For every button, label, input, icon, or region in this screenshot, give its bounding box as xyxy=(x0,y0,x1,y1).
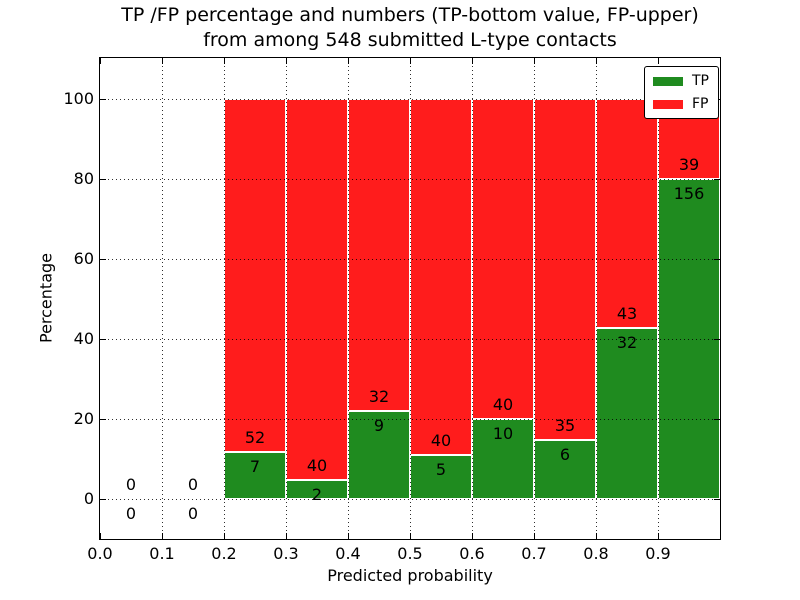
gridline-vertical xyxy=(224,58,225,539)
gridline-vertical xyxy=(286,58,287,539)
y-tick-label: 80 xyxy=(73,169,94,188)
x-tick xyxy=(224,533,225,539)
bar-fp-count-label: 0 xyxy=(125,475,137,494)
plot-area: 0 0 0 0 52 7 40 2 32 9 40 5 40 10 35 6 43 32 39 156 0.0 0.1 0.… xyxy=(63,58,720,563)
bar-tp-segment xyxy=(348,411,410,499)
bar-tp-segment xyxy=(410,454,472,499)
x-tick-label: 0.9 xyxy=(645,544,671,563)
bar-fp-count-label: 43 xyxy=(616,304,638,324)
y-tick-label: 100 xyxy=(63,89,94,108)
x-tick xyxy=(286,533,287,539)
bar-fp-segment xyxy=(348,99,410,412)
x-tick xyxy=(162,533,163,539)
bar-fp-count-label: 40 xyxy=(430,430,452,450)
x-tick xyxy=(596,58,597,64)
legend-label: FP xyxy=(692,96,709,112)
x-tick xyxy=(224,58,225,64)
legend-row: TP xyxy=(653,74,709,88)
x-axis-label: Predicted probability xyxy=(327,566,493,585)
bar-fp-count-label: 35 xyxy=(554,416,576,436)
gridline-vertical xyxy=(348,58,349,539)
bar-tp-count-label: 0 xyxy=(125,504,137,523)
legend-swatch-fp xyxy=(653,99,683,109)
x-tick xyxy=(658,533,659,539)
y-tick xyxy=(714,499,720,500)
bar-tp-count-label: 10 xyxy=(492,424,514,443)
legend-label: TP xyxy=(692,73,709,89)
x-tick-label: 0.1 xyxy=(149,544,175,563)
x-tick xyxy=(534,533,535,539)
y-tick xyxy=(714,339,720,340)
y-tick xyxy=(100,179,106,180)
y-tick xyxy=(100,339,106,340)
x-tick xyxy=(410,58,411,64)
x-tick-label: 0.2 xyxy=(211,544,237,563)
y-tick-label: 20 xyxy=(73,409,94,428)
gridline-vertical xyxy=(410,58,411,539)
gridline-vertical xyxy=(658,58,659,539)
x-tick xyxy=(472,533,473,539)
x-tick xyxy=(100,58,101,64)
x-tick-label: 0.7 xyxy=(521,544,547,563)
gridline-vertical xyxy=(472,58,473,539)
y-tick xyxy=(100,499,106,500)
bar-tp-count-label: 9 xyxy=(373,416,385,436)
y-tick xyxy=(100,419,106,420)
bar-fp-segment xyxy=(224,99,286,452)
gridline-vertical xyxy=(596,58,597,539)
y-tick-label: 0 xyxy=(83,489,94,508)
x-tick xyxy=(162,58,163,64)
bar-fp-segment xyxy=(534,99,596,441)
y-tick xyxy=(100,99,106,100)
bar-tp-segment xyxy=(224,451,286,499)
x-tick xyxy=(658,58,659,64)
x-tick xyxy=(410,533,411,539)
bar-fp-segment xyxy=(596,99,658,329)
chart-title: TP /FP percentage and numbers (TP-bottom… xyxy=(100,3,720,53)
y-tick-label: 40 xyxy=(73,329,94,348)
bar-fp-count-label: 32 xyxy=(368,387,390,407)
x-tick xyxy=(348,533,349,539)
bar-tp-count-label: 5 xyxy=(435,459,447,479)
bar-fp-count-label: 52 xyxy=(244,427,266,447)
y-tick xyxy=(714,419,720,420)
bar-tp-count-label: 2 xyxy=(311,484,323,504)
bar-tp-segment xyxy=(596,328,658,499)
bar-fp-segment xyxy=(410,99,472,455)
y-tick xyxy=(714,259,720,260)
y-tick xyxy=(714,179,720,180)
bar-fp-count-label: 0 xyxy=(187,475,199,494)
x-tick-label: 0.4 xyxy=(335,544,361,563)
bar-tp-count-label: 156 xyxy=(673,184,705,203)
x-tick-label: 0.3 xyxy=(273,544,299,563)
x-tick-label: 0.6 xyxy=(459,544,485,563)
bar-tp-count-label: 32 xyxy=(616,333,638,353)
bar-fp-count-label: 40 xyxy=(492,395,514,414)
legend-row: FP xyxy=(653,97,709,111)
x-tick xyxy=(286,58,287,64)
x-tick xyxy=(534,58,535,64)
x-tick xyxy=(472,58,473,64)
y-tick-label: 60 xyxy=(73,249,94,268)
x-tick xyxy=(100,533,101,539)
chart-title-line2: from among 548 submitted L-type contacts xyxy=(203,29,617,51)
bar-tp-count-label: 7 xyxy=(249,456,261,476)
bar-fp-count-label: 40 xyxy=(306,455,328,475)
x-tick xyxy=(348,58,349,64)
legend: TP FP xyxy=(644,66,719,119)
y-tick xyxy=(100,259,106,260)
bar-fp-segment xyxy=(286,99,348,480)
x-tick-label: 0.8 xyxy=(583,544,609,563)
x-tick-label: 0.5 xyxy=(397,544,423,563)
gridline-vertical xyxy=(162,58,163,539)
bar-tp-count-label: 0 xyxy=(187,504,199,523)
x-tick xyxy=(596,533,597,539)
chart-title-line1: TP /FP percentage and numbers (TP-bottom… xyxy=(121,4,699,26)
gridline-vertical xyxy=(534,58,535,539)
x-tick-label: 0.0 xyxy=(87,544,113,563)
legend-swatch-tp xyxy=(653,76,683,86)
bar-fp-count-label: 39 xyxy=(678,155,700,174)
bar-tp-count-label: 6 xyxy=(559,445,571,465)
